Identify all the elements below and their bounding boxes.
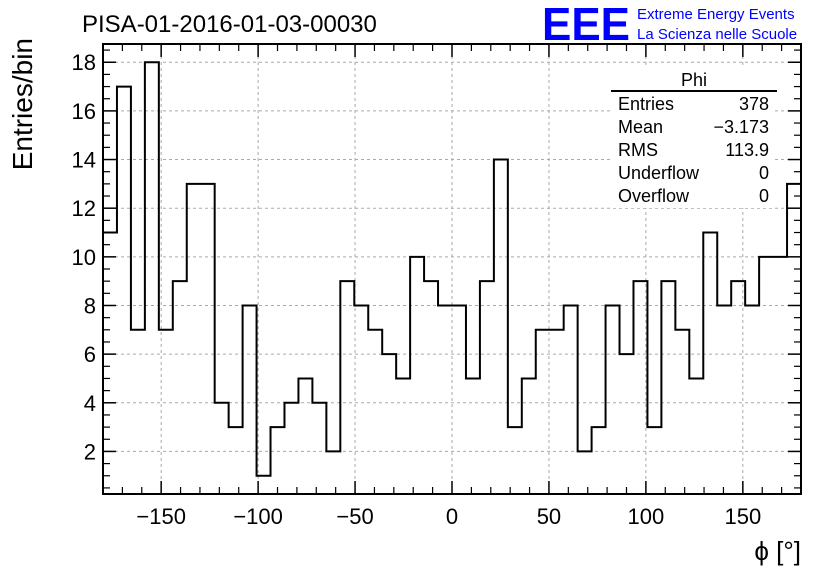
- stats-label-rms: RMS: [618, 140, 658, 160]
- y-tick-label: 10: [72, 245, 96, 270]
- chart-title: PISA-01-2016-01-03-00030: [82, 11, 377, 38]
- x-tick-label: −100: [233, 504, 283, 529]
- stats-value-underflow: 0: [759, 163, 769, 183]
- x-tick-label: −50: [336, 504, 373, 529]
- x-tick-label: −150: [136, 504, 186, 529]
- eee-logo-mark: EEE: [542, 0, 630, 50]
- stats-label-overflow: Overflow: [618, 186, 690, 206]
- stats-value-entries: 378: [739, 94, 769, 114]
- y-tick-label: 4: [84, 391, 96, 416]
- y-tick-label: 6: [84, 342, 96, 367]
- eee-logo-line2: La Scienza nelle Scuole: [637, 26, 797, 43]
- y-tick-label: 12: [72, 196, 96, 221]
- y-tick-label: 14: [72, 148, 96, 173]
- tick-labels: −150 −100 −50 0 50 100 150 2 4 6 8 10 12 14 16 18: [72, 50, 762, 529]
- y-tick-label: 8: [84, 293, 96, 318]
- stats-label-underflow: Underflow: [618, 163, 700, 183]
- histogram-outline: [103, 61, 801, 477]
- stats-value-overflow: 0: [759, 186, 769, 206]
- axis-ticks: [102, 44, 802, 494]
- stats-value-mean: −3.173: [713, 117, 769, 137]
- x-axis-label: ϕ [°]: [754, 536, 801, 566]
- stats-value-rms: 113.9: [725, 140, 769, 160]
- y-tick-label: 16: [72, 99, 96, 124]
- x-tick-label: 0: [446, 504, 458, 529]
- stats-box: Phi Entries 378 Mean −3.173 RMS 113.9 Un…: [611, 68, 777, 208]
- stats-box-title: Phi: [681, 70, 707, 90]
- x-tick-label: 50: [537, 504, 561, 529]
- y-axis-label: Entries/bin: [7, 38, 38, 170]
- stats-label-mean: Mean: [618, 117, 663, 137]
- y-tick-label: 2: [84, 439, 96, 464]
- y-tick-label: 18: [72, 50, 96, 75]
- eee-logo: EEE Extreme Energy Events La Scienza nel…: [542, 0, 797, 50]
- eee-logo-line1: Extreme Energy Events: [637, 6, 795, 23]
- x-tick-label: 100: [628, 504, 665, 529]
- x-tick-label: 150: [724, 504, 761, 529]
- stats-label-entries: Entries: [618, 94, 674, 114]
